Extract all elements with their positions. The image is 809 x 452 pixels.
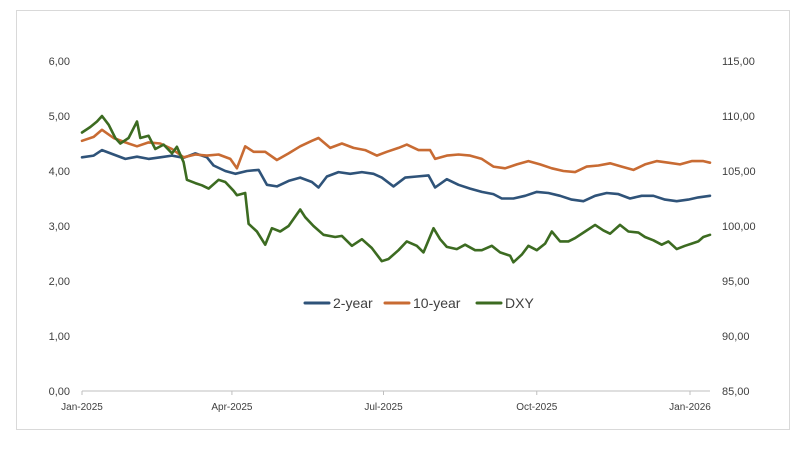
legend-label: DXY xyxy=(505,295,534,311)
y-right-tick-label: 110,00 xyxy=(722,111,755,123)
y-left-tick-label: 0,00 xyxy=(49,386,70,398)
legend-label: 2-year xyxy=(333,295,373,311)
series-lines xyxy=(80,114,712,264)
series-line-dxy xyxy=(80,114,712,264)
legend: 2-year 10-year DXY xyxy=(303,295,534,311)
series-line-2-year xyxy=(80,148,712,203)
y-right-tick-label: 115,00 xyxy=(722,56,755,68)
x-tick-label: Oct-2025 xyxy=(516,402,558,413)
x-tick-label: Apr-2025 xyxy=(211,402,253,413)
y-right-tick-label: 105,00 xyxy=(722,166,756,178)
x-tick-label: Jul-2025 xyxy=(364,402,403,413)
y-left-tick-label: 1,00 xyxy=(49,331,70,343)
y-left-tick-label: 3,00 xyxy=(49,221,70,233)
y-right-tick-label: 90,00 xyxy=(722,331,750,343)
series-line-10-year xyxy=(80,128,712,174)
y-left-tick-label: 4,00 xyxy=(49,166,70,178)
y-left-tick-label: 5,00 xyxy=(49,111,70,123)
y-right-tick-label: 95,00 xyxy=(722,276,750,288)
y-left-tick-label: 6,00 xyxy=(49,56,70,68)
chart-frame xyxy=(16,10,790,430)
y-left-tick-label: 2,00 xyxy=(49,276,70,288)
y-right-tick-label: 85,00 xyxy=(722,386,750,398)
x-tick-label: Jan-2025 xyxy=(61,402,103,413)
y-axis-right-ticks: 85,00 90,00 95,00 100,00 105,00 110,00 115,00 xyxy=(722,56,756,398)
y-axis-left-ticks: 0,00 1,00 2,00 3,00 4,00 5,00 6,00 xyxy=(49,56,70,398)
x-axis-ticks: Jan-2025 Apr-2025 Jul-2025 Oct-2025 Jan-2026 xyxy=(61,391,711,413)
y-right-tick-label: 100,00 xyxy=(722,221,756,233)
x-tick-label: Jan-2026 xyxy=(669,402,711,413)
legend-label: 10-year xyxy=(413,295,461,311)
